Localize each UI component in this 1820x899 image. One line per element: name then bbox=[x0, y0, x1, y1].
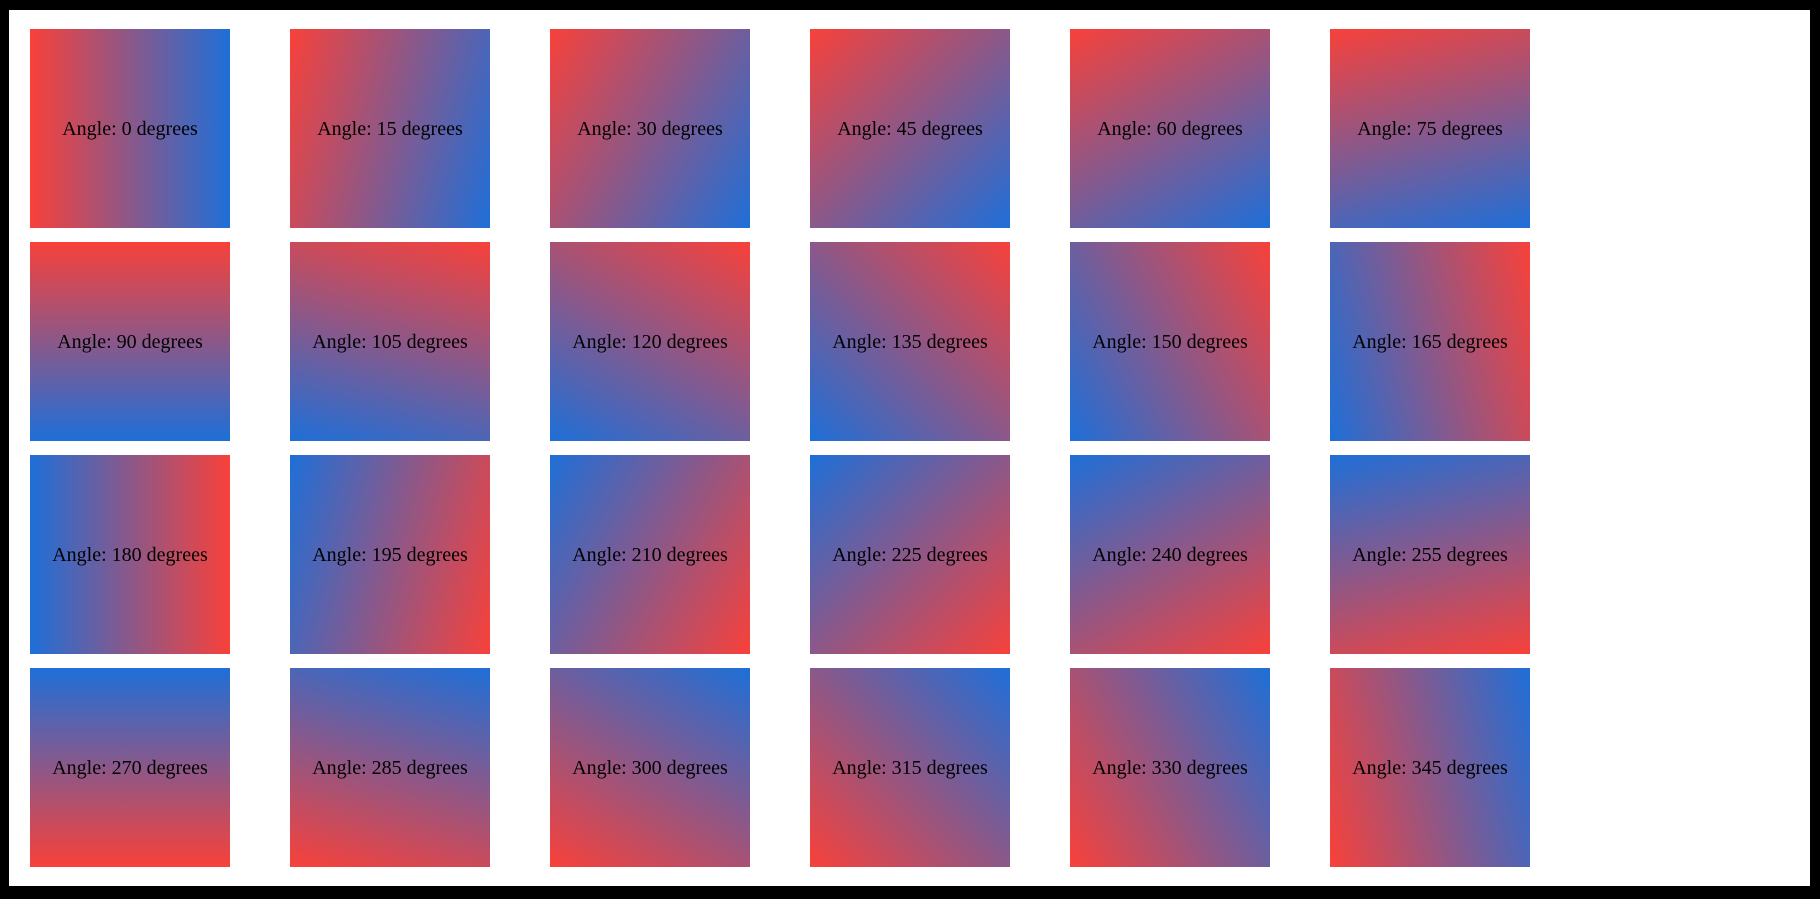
tile-label: Angle: 135 degrees bbox=[832, 330, 988, 353]
gradient-tile: Angle: 300 degrees bbox=[550, 668, 750, 867]
gradient-tile: Angle: 180 degrees bbox=[30, 455, 230, 654]
tile-label: Angle: 180 degrees bbox=[52, 543, 208, 566]
gradient-tile: Angle: 135 degrees bbox=[810, 242, 1010, 441]
gradient-angle-grid: Angle: 0 degrees Angle: 15 degrees Angle… bbox=[9, 10, 1810, 867]
tile-label: Angle: 345 degrees bbox=[1352, 756, 1508, 779]
tile-label: Angle: 150 degrees bbox=[1092, 330, 1248, 353]
gradient-tile: Angle: 30 degrees bbox=[550, 29, 750, 228]
gradient-tile: Angle: 150 degrees bbox=[1070, 242, 1270, 441]
tile-label: Angle: 285 degrees bbox=[312, 756, 468, 779]
tile-label: Angle: 30 degrees bbox=[577, 117, 723, 140]
gradient-tile: Angle: 315 degrees bbox=[810, 668, 1010, 867]
gradient-tile: Angle: 210 degrees bbox=[550, 455, 750, 654]
gradient-tile: Angle: 60 degrees bbox=[1070, 29, 1270, 228]
tile-label: Angle: 0 degrees bbox=[62, 117, 198, 140]
gradient-tile: Angle: 270 degrees bbox=[30, 668, 230, 867]
tile-label: Angle: 60 degrees bbox=[1097, 117, 1243, 140]
gradient-tile: Angle: 345 degrees bbox=[1330, 668, 1530, 867]
tile-label: Angle: 300 degrees bbox=[572, 756, 728, 779]
tile-label: Angle: 75 degrees bbox=[1357, 117, 1503, 140]
gradient-tile: Angle: 225 degrees bbox=[810, 455, 1010, 654]
tile-label: Angle: 240 degrees bbox=[1092, 543, 1248, 566]
gradient-tile: Angle: 285 degrees bbox=[290, 668, 490, 867]
tile-label: Angle: 45 degrees bbox=[837, 117, 983, 140]
tile-label: Angle: 120 degrees bbox=[572, 330, 728, 353]
gradient-tile: Angle: 105 degrees bbox=[290, 242, 490, 441]
tile-label: Angle: 330 degrees bbox=[1092, 756, 1248, 779]
tile-label: Angle: 270 degrees bbox=[52, 756, 208, 779]
tile-label: Angle: 105 degrees bbox=[312, 330, 468, 353]
tile-label: Angle: 210 degrees bbox=[572, 543, 728, 566]
gradient-tile: Angle: 120 degrees bbox=[550, 242, 750, 441]
gradient-tile: Angle: 195 degrees bbox=[290, 455, 490, 654]
gradient-tile: Angle: 330 degrees bbox=[1070, 668, 1270, 867]
gradient-tile: Angle: 255 degrees bbox=[1330, 455, 1530, 654]
gradient-tile: Angle: 240 degrees bbox=[1070, 455, 1270, 654]
tile-label: Angle: 315 degrees bbox=[832, 756, 988, 779]
gradient-tile: Angle: 45 degrees bbox=[810, 29, 1010, 228]
gradient-tile: Angle: 75 degrees bbox=[1330, 29, 1530, 228]
gradient-tile: Angle: 90 degrees bbox=[30, 242, 230, 441]
tile-label: Angle: 255 degrees bbox=[1352, 543, 1508, 566]
tile-label: Angle: 165 degrees bbox=[1352, 330, 1508, 353]
gradient-tile: Angle: 15 degrees bbox=[290, 29, 490, 228]
tile-label: Angle: 195 degrees bbox=[312, 543, 468, 566]
gradient-tile: Angle: 0 degrees bbox=[30, 29, 230, 228]
tile-label: Angle: 225 degrees bbox=[832, 543, 988, 566]
tile-label: Angle: 90 degrees bbox=[57, 330, 203, 353]
tile-label: Angle: 15 degrees bbox=[317, 117, 463, 140]
gradient-tile: Angle: 165 degrees bbox=[1330, 242, 1530, 441]
